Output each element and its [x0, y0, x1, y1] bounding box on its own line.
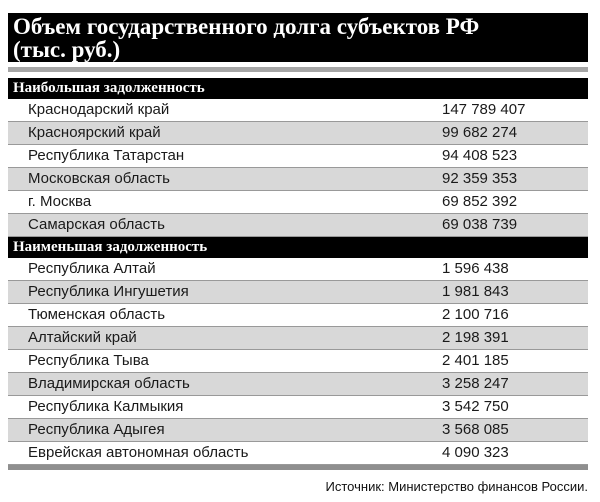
- table-row: Самарская область 69 038 739: [8, 214, 588, 237]
- debt-value: 92 359 353: [442, 170, 518, 187]
- region-name: г. Москва: [28, 193, 92, 210]
- table-row: Республика Адыгея 3 568 085: [8, 419, 588, 442]
- debt-value: 2 401 185: [442, 352, 509, 369]
- table-row: Республика Тыва 2 401 185: [8, 350, 588, 373]
- region-name: Красноярский край: [28, 124, 161, 141]
- debt-value: 69 852 392: [442, 193, 518, 210]
- section-header: Наибольшая задолженность: [8, 78, 588, 99]
- source-credit: Источник: Министерство финансов России.: [325, 479, 588, 494]
- table-row: Республика Алтай 1 596 438: [8, 258, 588, 281]
- table-row: Владимирская область 3 258 247: [8, 373, 588, 396]
- debt-value: 99 682 274: [442, 124, 518, 141]
- section-header: Наименьшая задолженность: [8, 237, 588, 258]
- debt-value: 69 038 739: [442, 216, 518, 233]
- title-divider-bar: [8, 67, 588, 72]
- table-section: Наименьшая задолженность Республика Алта…: [8, 237, 588, 465]
- region-name: Еврейская автономная область: [28, 444, 249, 461]
- region-name: Республика Татарстан: [28, 147, 185, 164]
- region-name: Республика Алтай: [28, 260, 156, 277]
- debt-value: 3 258 247: [442, 375, 509, 392]
- debt-value: 1 981 843: [442, 283, 509, 300]
- region-name: Республика Калмыкия: [28, 398, 184, 415]
- page-subtitle: (тыс. руб.): [13, 37, 121, 62]
- region-name: Самарская область: [28, 216, 165, 233]
- table-row: Тюменская область 2 100 716: [8, 304, 588, 327]
- region-name: Тюменская область: [28, 306, 166, 323]
- debt-value: 2 100 716: [442, 306, 509, 323]
- region-name: Алтайский край: [28, 329, 137, 346]
- debt-value: 94 408 523: [442, 147, 518, 164]
- section-rows: Краснодарский край 147 789 407 Красноярс…: [8, 99, 588, 237]
- table-row: Республика Татарстан 94 408 523: [8, 145, 588, 168]
- table-row: Красноярский край 99 682 274: [8, 122, 588, 145]
- region-name: Республика Адыгея: [28, 421, 165, 438]
- debt-table: Наибольшая задолженность Краснодарский к…: [8, 78, 588, 465]
- section-rows: Республика Алтай 1 596 438 Республика Ин…: [8, 258, 588, 465]
- debt-value: 1 596 438: [442, 260, 509, 277]
- debt-value: 3 542 750: [442, 398, 509, 415]
- table-row: Еврейская автономная область 4 090 323: [8, 442, 588, 465]
- region-name: Республика Тыва: [28, 352, 149, 369]
- table-row: Республика Ингушетия 1 981 843: [8, 281, 588, 304]
- debt-value: 147 789 407: [442, 101, 526, 118]
- table-bottom-border: [8, 465, 588, 470]
- region-name: Московская область: [28, 170, 170, 187]
- region-name: Владимирская область: [28, 375, 190, 392]
- title-block: Объем государственного долга субъектов Р…: [8, 13, 588, 62]
- table-row: Московская область 92 359 353: [8, 168, 588, 191]
- debt-value: 3 568 085: [442, 421, 509, 438]
- region-name: Республика Ингушетия: [28, 283, 189, 300]
- debt-value: 2 198 391: [442, 329, 509, 346]
- debt-value: 4 090 323: [442, 444, 509, 461]
- table-row: Республика Калмыкия 3 542 750: [8, 396, 588, 419]
- table-section: Наибольшая задолженность Краснодарский к…: [8, 78, 588, 237]
- region-name: Краснодарский край: [28, 101, 170, 118]
- table-row: Краснодарский край 147 789 407: [8, 99, 588, 122]
- table-row: г. Москва 69 852 392: [8, 191, 588, 214]
- table-row: Алтайский край 2 198 391: [8, 327, 588, 350]
- page-title: Объем государственного долга субъектов Р…: [13, 14, 480, 39]
